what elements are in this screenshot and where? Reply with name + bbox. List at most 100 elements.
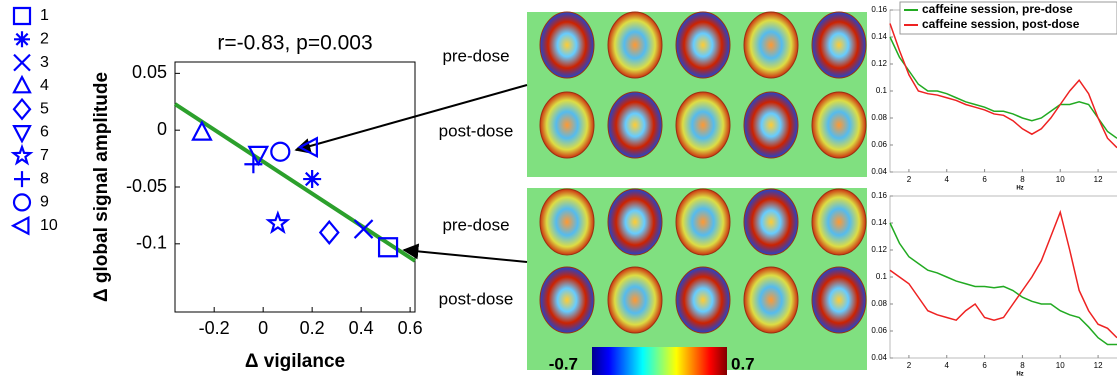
brain-slice bbox=[608, 92, 662, 158]
y-tick-label: 0.08 bbox=[871, 113, 887, 122]
data-point bbox=[303, 170, 321, 188]
legend-marker bbox=[14, 77, 30, 92]
line-series bbox=[890, 223, 1117, 345]
x-tick-label: 10 bbox=[1056, 361, 1065, 370]
legend-marker bbox=[13, 218, 28, 234]
data-point bbox=[268, 213, 287, 231]
brain-slice bbox=[744, 12, 798, 78]
x-tick-label: 0 bbox=[258, 318, 268, 338]
plot-area bbox=[890, 196, 1117, 358]
x-tick-label: 4 bbox=[945, 175, 950, 184]
y-tick-label: 0.06 bbox=[871, 140, 887, 149]
x-tick-label: 8 bbox=[1020, 175, 1025, 184]
x-tick-label: 2 bbox=[907, 361, 912, 370]
row-label: pre-dose bbox=[442, 215, 509, 234]
line-series bbox=[890, 24, 1117, 148]
brain-slice bbox=[812, 189, 866, 255]
x-tick-label: 10 bbox=[1056, 175, 1065, 184]
y-tick-label: 0.12 bbox=[871, 59, 887, 68]
y-tick-label: 0.14 bbox=[871, 32, 887, 41]
legend-label: caffeine session, post-dose bbox=[922, 17, 1080, 31]
brain-slice bbox=[540, 189, 594, 255]
brain-slice bbox=[540, 92, 594, 158]
line-series bbox=[890, 212, 1117, 338]
legend-label: 8 bbox=[40, 170, 49, 187]
y-tick-label: 0.04 bbox=[871, 167, 887, 176]
x-tick-label: 6 bbox=[982, 175, 987, 184]
y-tick-label: 0.1 bbox=[876, 86, 888, 95]
y-tick-label: 0.06 bbox=[871, 326, 887, 335]
y-tick-label: 0.12 bbox=[871, 245, 887, 254]
brain-slice bbox=[744, 267, 798, 333]
legend-label: 7 bbox=[40, 147, 49, 164]
legend-marker bbox=[14, 171, 30, 187]
brain-slice bbox=[608, 189, 662, 255]
legend-label: 5 bbox=[40, 100, 49, 117]
legend-marker bbox=[14, 126, 30, 141]
x-axis-label: Hz bbox=[1016, 186, 1023, 192]
data-point bbox=[320, 222, 338, 244]
row-label: pre-dose bbox=[442, 46, 509, 65]
legend-label: 2 bbox=[40, 31, 49, 48]
x-tick-label: 6 bbox=[982, 361, 987, 370]
brain-slice bbox=[676, 189, 730, 255]
x-tick-label: -0.2 bbox=[199, 318, 230, 338]
brain-slice bbox=[812, 12, 866, 78]
legend-label: 3 bbox=[40, 54, 49, 71]
y-tick-label: 0.04 bbox=[871, 353, 887, 362]
y-tick-label: 0.1 bbox=[876, 272, 888, 281]
legend-label: caffeine session, pre-dose bbox=[922, 2, 1073, 16]
legend-marker bbox=[14, 100, 30, 119]
x-tick-label: 2 bbox=[907, 175, 912, 184]
colorbar-min: -0.7 bbox=[549, 354, 578, 373]
legend-marker bbox=[14, 8, 30, 24]
x-tick-label: 12 bbox=[1094, 361, 1103, 370]
y-tick-label: 0.14 bbox=[871, 218, 887, 227]
row-label: post-dose bbox=[439, 289, 514, 308]
legend-marker bbox=[14, 31, 30, 47]
plot-area bbox=[175, 62, 415, 312]
brain-slice bbox=[676, 12, 730, 78]
line-series bbox=[890, 37, 1117, 138]
y-tick-label: 0 bbox=[157, 119, 167, 139]
x-axis-label: Δ vigilance bbox=[245, 351, 345, 372]
x-axis-label: Hz bbox=[1016, 372, 1023, 378]
legend-marker bbox=[14, 55, 30, 71]
brain-slice bbox=[540, 267, 594, 333]
legend-label: 10 bbox=[40, 217, 58, 234]
brain-slice bbox=[812, 92, 866, 158]
y-axis-label: Δ global signal amplitude bbox=[91, 72, 112, 302]
brain-slice bbox=[540, 12, 594, 78]
brain-slice bbox=[744, 189, 798, 255]
arrow bbox=[404, 250, 527, 262]
brain-slice bbox=[676, 92, 730, 158]
y-tick-label: 0.16 bbox=[871, 191, 887, 200]
colorbar-max: 0.7 bbox=[731, 354, 755, 373]
x-tick-label: 0.4 bbox=[349, 318, 374, 338]
x-tick-label: 8 bbox=[1020, 361, 1025, 370]
x-tick-label: 0.2 bbox=[300, 318, 325, 338]
x-tick-label: 4 bbox=[945, 361, 950, 370]
x-tick-label: 12 bbox=[1094, 175, 1103, 184]
brain-slice bbox=[676, 267, 730, 333]
brain-slice bbox=[608, 267, 662, 333]
y-tick-label: -0.05 bbox=[126, 176, 167, 196]
brain-maps bbox=[527, 12, 867, 370]
y-tick-label: 0.16 bbox=[871, 5, 887, 14]
legend-label: 1 bbox=[40, 7, 49, 24]
chart-title: r=-0.83, p=0.003 bbox=[217, 32, 372, 55]
legend-marker bbox=[14, 147, 31, 163]
y-tick-label: 0.08 bbox=[871, 299, 887, 308]
y-tick-label: -0.1 bbox=[136, 233, 167, 253]
legend-label: 6 bbox=[40, 124, 49, 141]
brain-slice bbox=[812, 267, 866, 333]
legend-marker bbox=[14, 194, 30, 210]
data-point bbox=[271, 143, 289, 161]
y-tick-label: 0.05 bbox=[132, 62, 167, 82]
legend-label: 4 bbox=[40, 77, 49, 94]
row-label: post-dose bbox=[439, 121, 514, 140]
x-tick-label: 0.6 bbox=[398, 318, 423, 338]
brain-slice bbox=[744, 92, 798, 158]
colorbar bbox=[592, 347, 727, 375]
brain-slice bbox=[608, 12, 662, 78]
